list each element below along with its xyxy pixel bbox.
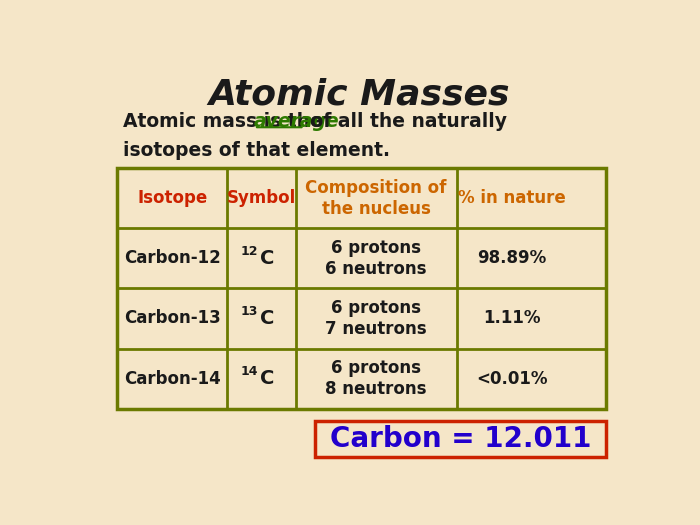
Bar xyxy=(315,421,606,457)
Text: 14: 14 xyxy=(241,365,258,378)
Text: Carbon-14: Carbon-14 xyxy=(124,370,220,387)
Text: 12: 12 xyxy=(241,245,258,258)
Text: Atomic mass is the: Atomic mass is the xyxy=(122,112,329,131)
Text: % in nature: % in nature xyxy=(458,189,566,207)
Text: of all the naturally: of all the naturally xyxy=(304,112,508,131)
Text: 6 protons
6 neutrons: 6 protons 6 neutrons xyxy=(326,239,427,278)
Text: <0.01%: <0.01% xyxy=(476,370,547,387)
Text: 13: 13 xyxy=(241,304,258,318)
Text: Symbol: Symbol xyxy=(227,189,296,207)
Text: Carbon-12: Carbon-12 xyxy=(124,249,220,267)
Text: Atomic Masses: Atomic Masses xyxy=(208,77,510,111)
Text: isotopes of that element.: isotopes of that element. xyxy=(122,141,390,160)
Text: C: C xyxy=(260,309,274,328)
Text: 1.11%: 1.11% xyxy=(483,309,540,328)
Text: average: average xyxy=(254,112,340,131)
Text: C: C xyxy=(260,249,274,268)
Text: Isotope: Isotope xyxy=(137,189,207,207)
Text: Carbon = 12.011: Carbon = 12.011 xyxy=(330,425,592,453)
Text: 98.89%: 98.89% xyxy=(477,249,546,267)
Text: Carbon-13: Carbon-13 xyxy=(124,309,220,328)
Text: 6 protons
7 neutrons: 6 protons 7 neutrons xyxy=(326,299,427,338)
Text: C: C xyxy=(260,369,274,388)
Text: 6 protons
8 neutrons: 6 protons 8 neutrons xyxy=(326,359,427,398)
Text: Composition of
the nucleus: Composition of the nucleus xyxy=(305,179,447,217)
